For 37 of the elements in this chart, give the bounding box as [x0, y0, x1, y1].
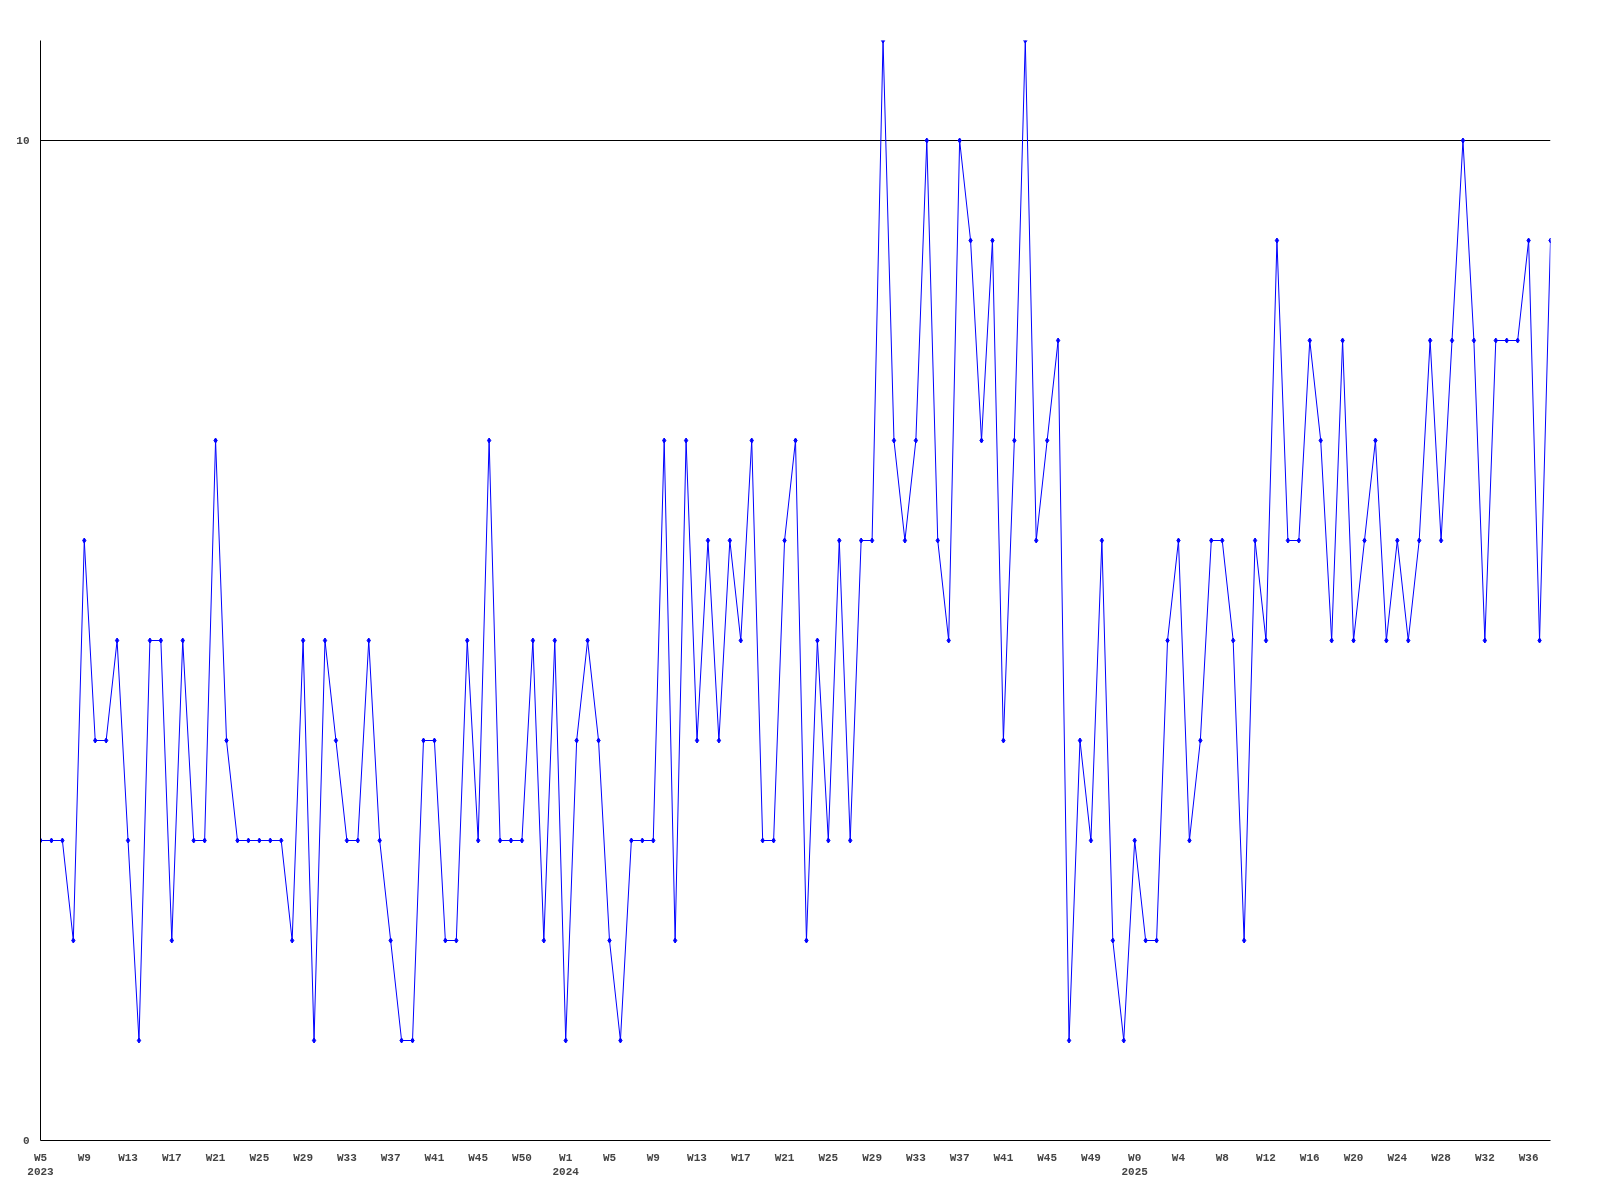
x-tick-label: W36 [1518, 1151, 1539, 1164]
x-tick-label: W4 [1171, 1151, 1186, 1164]
x-tick-label: W9 [77, 1151, 91, 1164]
x-tick-label: W37 [949, 1151, 970, 1164]
x-tick-label: W33 [336, 1151, 358, 1164]
x-tick-label: W12 [1256, 1151, 1276, 1164]
x-tick-label: W24 [1387, 1151, 1408, 1164]
x-tick-label: W5 2023 [27, 1151, 55, 1178]
x-tick-label: W45 [1037, 1151, 1058, 1164]
x-tick-label: W25 [249, 1151, 270, 1164]
x-tick-label: W33 [905, 1151, 927, 1164]
x-tick-label: W9 [646, 1151, 660, 1164]
x-tick-label: W8 [1215, 1151, 1230, 1164]
x-tick-label: W17 [730, 1151, 751, 1164]
x-tick-label: W50 [512, 1151, 532, 1164]
x-tick-label: W1 2024 [552, 1151, 580, 1178]
x-tick-label: W49 [1081, 1151, 1101, 1164]
x-tick-label: W13 [118, 1151, 139, 1164]
x-tick-label: W41 [993, 1151, 1014, 1164]
x-tick-label: W16 [1299, 1151, 1320, 1164]
x-tick-label: W21 [205, 1151, 226, 1164]
x-tick-label: W17 [161, 1151, 182, 1164]
x-tick-label: W0 2025 [1121, 1151, 1149, 1178]
y-tick-label: 10 [16, 135, 30, 147]
x-tick-label: W5 [602, 1151, 617, 1164]
x-tick-label: W37 [380, 1151, 401, 1164]
y-tick-label: 0 [22, 1135, 30, 1147]
x-tick-label: W29 [293, 1151, 314, 1164]
x-tick-label: W45 [468, 1151, 489, 1164]
x-tick-label: W28 [1431, 1151, 1452, 1164]
x-tick-label: W29 [862, 1151, 883, 1164]
x-tick-label: W20 [1343, 1151, 1364, 1164]
x-tick-label: W21 [774, 1151, 795, 1164]
x-tick-label: W13 [687, 1151, 708, 1164]
x-tick-label: W25 [818, 1151, 839, 1164]
x-tick-label: W41 [424, 1151, 445, 1164]
x-tick-label: W32 [1474, 1151, 1495, 1164]
